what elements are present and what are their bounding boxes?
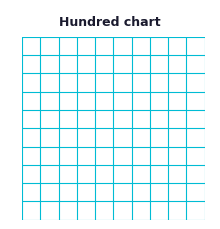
Text: Hundred chart: Hundred chart — [59, 16, 161, 29]
